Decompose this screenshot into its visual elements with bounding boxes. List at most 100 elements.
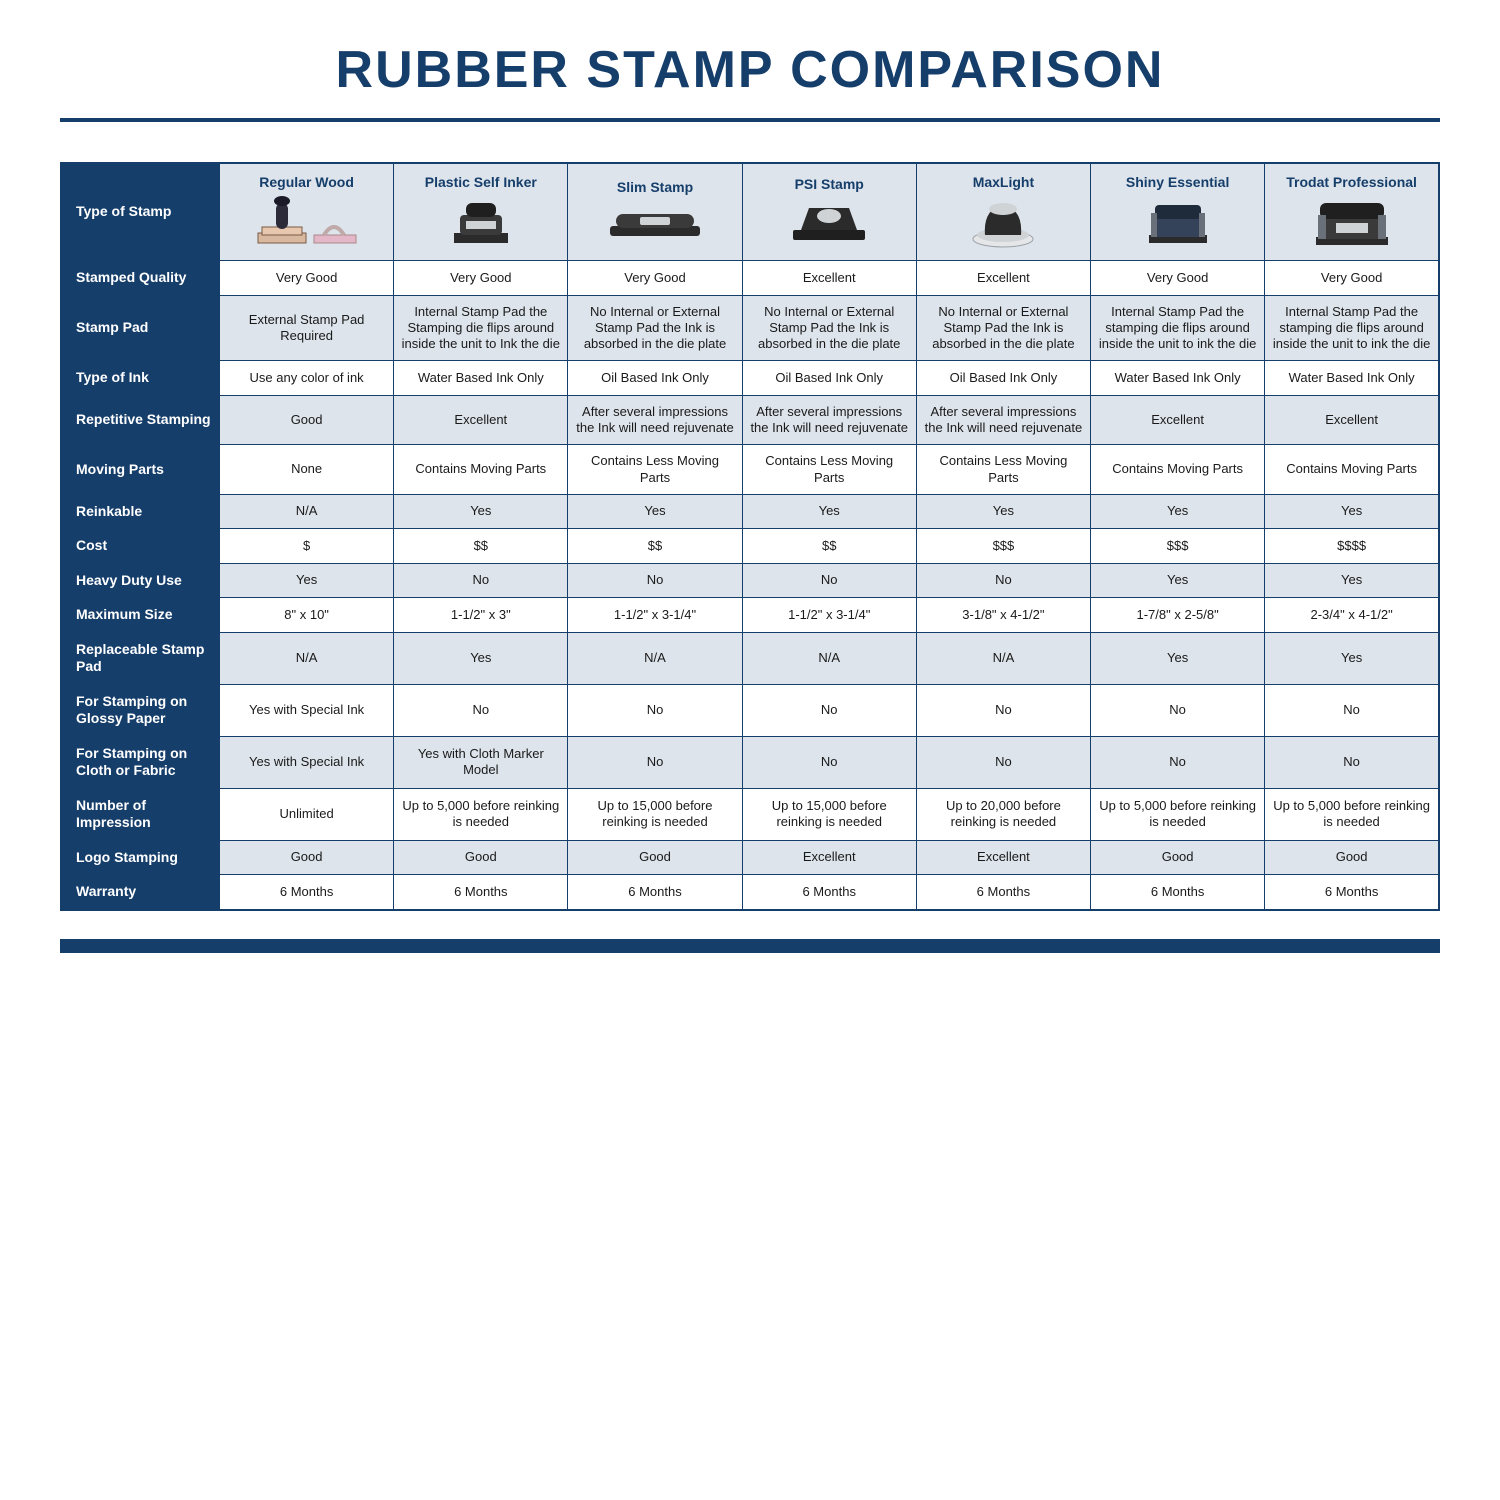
table-cell: Very Good <box>220 261 394 296</box>
table-cell: Good <box>568 840 742 875</box>
table-cell: 6 Months <box>916 875 1090 910</box>
col-header: Shiny Essential <box>1091 163 1265 261</box>
table-cell: No <box>1265 684 1439 736</box>
table-row: Heavy Duty UseYesNoNoNoNoYesYes <box>61 563 1439 598</box>
table-cell: No <box>742 736 916 788</box>
table-cell: Excellent <box>1091 395 1265 445</box>
table-cell: Contains Less Moving Parts <box>742 445 916 495</box>
table-cell: No <box>916 563 1090 598</box>
col-header-label: Slim Stamp <box>574 179 735 197</box>
table-row: Maximum Size8" x 10"1-1/2" x 3"1-1/2" x … <box>61 598 1439 633</box>
table-cell: Unlimited <box>220 788 394 840</box>
comparison-table: Type of Stamp Regular Wood Plastic Self … <box>60 162 1440 911</box>
table-cell: Internal Stamp Pad the stamping die flip… <box>1265 295 1439 361</box>
table-cell: No <box>394 684 568 736</box>
table-row: Stamped QualityVery GoodVery GoodVery Go… <box>61 261 1439 296</box>
table-cell: 3-1/8" x 4-1/2" <box>916 598 1090 633</box>
table-cell: Water Based Ink Only <box>394 361 568 396</box>
table-cell: Contains Moving Parts <box>1091 445 1265 495</box>
table-cell: No <box>916 684 1090 736</box>
table-cell: 2-3/4" x 4-1/2" <box>1265 598 1439 633</box>
table-cell: 1-1/2" x 3-1/4" <box>568 598 742 633</box>
col-header-label: Plastic Self Inker <box>400 174 561 192</box>
table-cell: No <box>916 736 1090 788</box>
table-cell: N/A <box>742 632 916 684</box>
table-cell: Up to 5,000 before reinking is needed <box>1265 788 1439 840</box>
table-cell: $$$ <box>1091 529 1265 564</box>
col-header: Plastic Self Inker <box>394 163 568 261</box>
table-cell: 6 Months <box>1091 875 1265 910</box>
table-cell: Very Good <box>568 261 742 296</box>
table-cell: Excellent <box>742 261 916 296</box>
table-cell: Internal Stamp Pad the stamping die flip… <box>1091 295 1265 361</box>
table-cell: After several impressions the Ink will n… <box>568 395 742 445</box>
table-cell: Contains Moving Parts <box>1265 445 1439 495</box>
row-header: Type of Ink <box>61 361 220 396</box>
table-row: Warranty6 Months6 Months6 Months6 Months… <box>61 875 1439 910</box>
table-cell: Water Based Ink Only <box>1091 361 1265 396</box>
table-cell: Excellent <box>1265 395 1439 445</box>
col-header-label: Shiny Essential <box>1097 174 1258 192</box>
table-row: Replaceable Stamp PadN/AYesN/AN/AN/AYesY… <box>61 632 1439 684</box>
table-cell: Yes <box>1265 563 1439 598</box>
table-cell: Internal Stamp Pad the Stamping die flip… <box>394 295 568 361</box>
row-header: Stamp Pad <box>61 295 220 361</box>
col-header-label: MaxLight <box>923 174 1084 192</box>
shiny-essential-icon <box>1133 195 1223 250</box>
table-row: Stamp PadExternal Stamp Pad RequiredInte… <box>61 295 1439 361</box>
table-cell: 6 Months <box>568 875 742 910</box>
table-row: ReinkableN/AYesYesYesYesYesYes <box>61 494 1439 529</box>
table-cell: Contains Moving Parts <box>394 445 568 495</box>
table-cell: Up to 5,000 before reinking is needed <box>1091 788 1265 840</box>
table-cell: External Stamp Pad Required <box>220 295 394 361</box>
table-cell: No <box>568 736 742 788</box>
row-header: Logo Stamping <box>61 840 220 875</box>
maxlight-icon <box>963 195 1043 250</box>
title-underline <box>60 118 1440 122</box>
row-header: Stamped Quality <box>61 261 220 296</box>
col-header-label: PSI Stamp <box>749 176 910 194</box>
table-cell: Up to 15,000 before reinking is needed <box>742 788 916 840</box>
col-header: Regular Wood <box>220 163 394 261</box>
col-header: Trodat Professional <box>1265 163 1439 261</box>
slim-stamp-icon <box>600 200 710 245</box>
table-cell: 1-7/8" x 2-5/8" <box>1091 598 1265 633</box>
row-header: Maximum Size <box>61 598 220 633</box>
table-cell: Yes <box>1265 494 1439 529</box>
table-cell: Good <box>1265 840 1439 875</box>
table-cell: Contains Less Moving Parts <box>916 445 1090 495</box>
table-cell: Good <box>394 840 568 875</box>
table-cell: N/A <box>916 632 1090 684</box>
row-header: Cost <box>61 529 220 564</box>
row-header: For Stamping on Cloth or Fabric <box>61 736 220 788</box>
table-cell: $ <box>220 529 394 564</box>
table-cell: Up to 15,000 before reinking is needed <box>568 788 742 840</box>
table-cell: No Internal or External Stamp Pad the In… <box>916 295 1090 361</box>
table-cell: Excellent <box>394 395 568 445</box>
table-cell: Yes <box>1091 563 1265 598</box>
wood-stamp-icon <box>252 195 362 250</box>
table-cell: No Internal or External Stamp Pad the In… <box>568 295 742 361</box>
table-cell: Oil Based Ink Only <box>568 361 742 396</box>
table-cell: Contains Less Moving Parts <box>568 445 742 495</box>
row-header: Heavy Duty Use <box>61 563 220 598</box>
table-cell: Yes <box>1091 632 1265 684</box>
table-cell: No <box>742 563 916 598</box>
column-header-row: Type of Stamp Regular Wood Plastic Self … <box>61 163 1439 261</box>
table-cell: Excellent <box>916 840 1090 875</box>
table-cell: $$ <box>568 529 742 564</box>
table-cell: No <box>1091 736 1265 788</box>
table-cell: N/A <box>220 632 394 684</box>
row-header: For Stamping on Glossy Paper <box>61 684 220 736</box>
table-cell: Yes <box>1091 494 1265 529</box>
page: RUBBER STAMP COMPARISON Type of Stamp Re… <box>0 0 1500 1500</box>
table-row: Repetitive StampingGoodExcellentAfter se… <box>61 395 1439 445</box>
table-cell: Yes <box>394 494 568 529</box>
table-cell: Yes <box>742 494 916 529</box>
table-cell: 1-1/2" x 3-1/4" <box>742 598 916 633</box>
title-block: RUBBER STAMP COMPARISON <box>60 40 1440 122</box>
table-cell: Very Good <box>1091 261 1265 296</box>
table-cell: No <box>568 684 742 736</box>
table-row: Logo StampingGoodGoodGoodExcellentExcell… <box>61 840 1439 875</box>
table-cell: After several impressions the Ink will n… <box>916 395 1090 445</box>
